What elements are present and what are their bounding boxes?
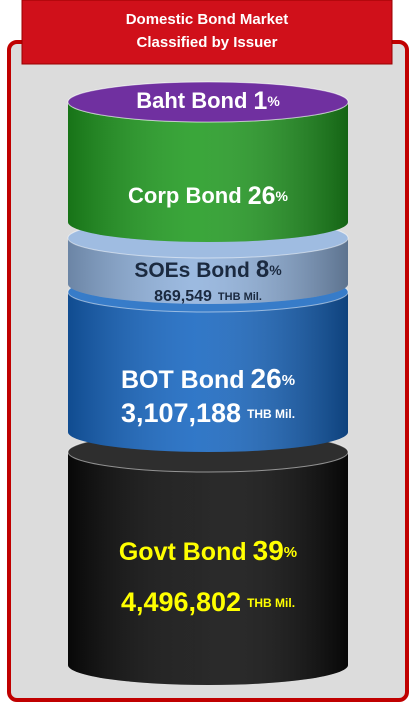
segment-share: 26 [248, 182, 276, 210]
segment-name: SOEs Bond [134, 259, 250, 282]
segment-name: BOT Bond [121, 366, 245, 394]
segment-label: Corp Bond 26% [128, 182, 288, 210]
segment-amount: 3,107,188 THB Mil. [121, 398, 295, 428]
amount-unit: THB Mil. [247, 407, 295, 421]
segment-label: SOEs Bond 8% [134, 256, 282, 283]
segment-label: Baht Bond 1% [136, 87, 280, 115]
segment-name: Baht Bond [136, 88, 247, 113]
segment-share: 1 [253, 87, 267, 115]
segment-name: Govt Bond [119, 538, 247, 566]
segment-share-unit: % [276, 188, 289, 204]
header-title: Classified by Issuer [137, 34, 278, 51]
amount-value: 869,549 [154, 288, 212, 305]
header-box [21, 0, 393, 65]
segment-share: 26 [251, 363, 282, 394]
segment-label: Govt Bond 39% [119, 535, 297, 566]
segment-share-unit: % [282, 372, 295, 389]
segment-name: Corp Bond [128, 183, 242, 208]
segment: Govt Bond 39% 4,496,802 THB Mil. [67, 431, 349, 685]
amount-value: 4,496,802 [121, 587, 241, 617]
segment-share-unit: % [284, 544, 297, 561]
segment-share-unit: % [267, 93, 280, 109]
header-title: Domestic Bond Market [126, 11, 289, 28]
segment-share: 39 [253, 535, 284, 566]
cylinder: Govt Bond 39%4,496,802 THB Mil.BOT Bond 26%… [67, 81, 349, 685]
amount-value: 3,107,188 [121, 398, 241, 428]
segment-share: 8 [256, 256, 269, 283]
segment-shade [68, 292, 348, 452]
segment-shade [68, 102, 348, 242]
amount-unit: THB Mil. [218, 291, 262, 303]
segment-top [67, 81, 349, 123]
segment-share-unit: % [269, 262, 282, 278]
segment-amount: 869,549 THB Mil. [154, 288, 262, 305]
segment-shade [68, 452, 348, 685]
amount-unit: THB Mil. [247, 596, 295, 610]
segment: Baht Bond 1% [67, 81, 349, 123]
segment-label: BOT Bond 26% [121, 363, 295, 394]
segment-amount: 4,496,802 THB Mil. [121, 587, 295, 617]
